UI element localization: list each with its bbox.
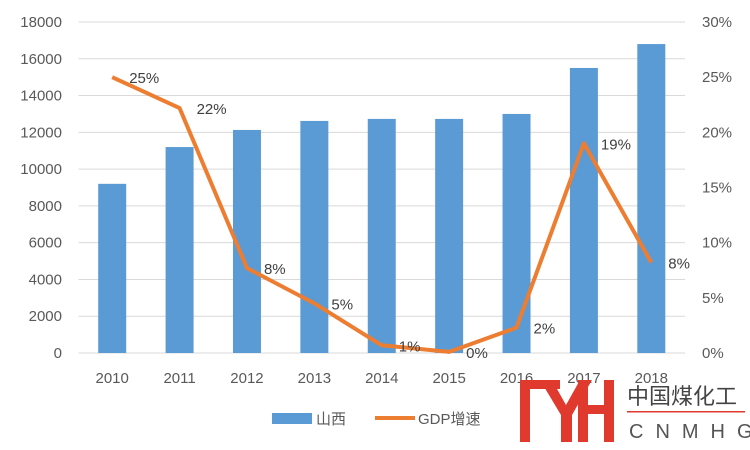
bar-2016 <box>502 113 531 353</box>
data-label-2014: 1% <box>399 338 421 355</box>
logo-text: 中国煤化工 <box>627 384 737 409</box>
data-label-2018: 8% <box>668 256 690 273</box>
line-series <box>111 75 654 354</box>
y-right-tick-label: 20% <box>702 124 732 141</box>
x-tick-label: 2017 <box>567 370 600 387</box>
logo-subtext: CNMHG <box>629 421 750 443</box>
bar-2017 <box>569 67 598 353</box>
x-tick-label: 2011 <box>163 370 195 387</box>
data-label-2011: 22% <box>197 101 227 118</box>
y-left-tick-label: 12000 <box>20 124 62 141</box>
x-tick-label: 2012 <box>230 370 263 387</box>
x-tick-label: 2014 <box>365 370 398 387</box>
y-right-tick-label: 30% <box>702 14 732 31</box>
y-right-tick-label: 5% <box>702 290 724 307</box>
y-left-tick-label: 16000 <box>20 51 62 68</box>
y-left-tick-label: 6000 <box>29 235 62 252</box>
data-labels: 25% 22% 8% 5% 1% 0% 2% 19% 8% <box>129 70 690 362</box>
axes: 0 2000 4000 6000 8000 10000 12000 14000 16000 180… <box>20 14 732 387</box>
data-label-2015: 0% <box>466 345 488 362</box>
bar-2014 <box>367 118 396 353</box>
x-tick-label: 2010 <box>96 370 129 387</box>
y-right-tick-label: 10% <box>702 235 732 252</box>
y-left-tick-label: 2000 <box>29 308 62 325</box>
watermark-logo: 中国煤化工 CNMHG <box>520 380 750 443</box>
bar-2011 <box>165 147 194 353</box>
y-left-tick-label: 10000 <box>20 161 62 178</box>
y-left-tick-label: 4000 <box>29 271 62 288</box>
logo-mark <box>520 380 614 442</box>
data-label-2010: 25% <box>129 70 159 87</box>
x-tick-label: 2013 <box>298 370 331 387</box>
x-tick-label: 2015 <box>432 370 465 387</box>
bar-2010 <box>98 183 127 353</box>
bar-2015 <box>435 118 464 353</box>
bar-2018 <box>637 44 666 354</box>
y-left-tick-label: 14000 <box>20 88 62 105</box>
y-right-tick-label: 0% <box>702 345 724 362</box>
data-label-2012: 8% <box>264 261 286 278</box>
legend-swatch-bar <box>272 413 312 424</box>
y-left-tick-label: 8000 <box>29 198 62 215</box>
y-left-tick-label: 0 <box>54 345 62 362</box>
legend-label-line: GDP增速 <box>418 411 481 428</box>
legend-label-bar: 山西 <box>316 411 346 428</box>
data-label-2017: 19% <box>601 136 631 153</box>
bar-2013 <box>300 120 329 353</box>
data-label-2013: 5% <box>331 296 353 313</box>
legend: 山西 GDP增速 <box>272 411 481 428</box>
bar-series <box>98 44 666 354</box>
x-tick-label: 2018 <box>635 370 668 387</box>
y-left-tick-label: 18000 <box>20 14 62 31</box>
y-right-tick-label: 15% <box>702 180 732 197</box>
y-right-tick-label: 25% <box>702 69 732 86</box>
data-label-2016: 2% <box>534 321 556 338</box>
